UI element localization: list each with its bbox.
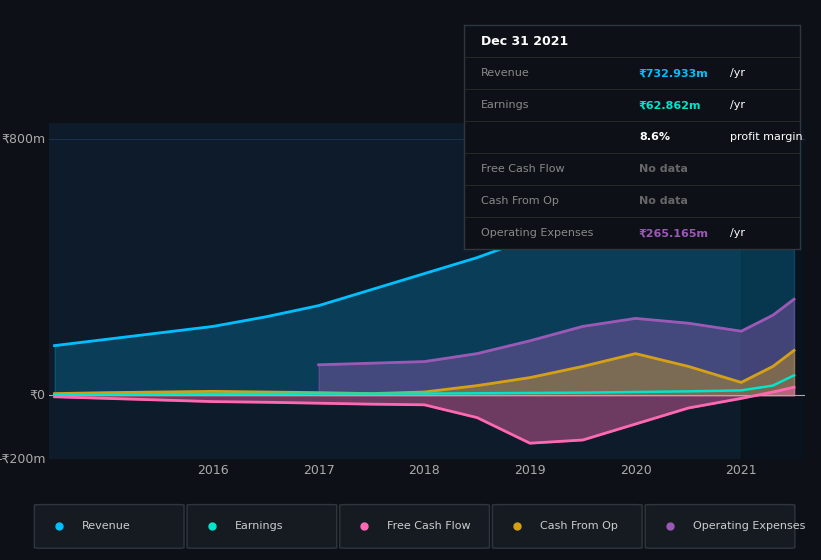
FancyBboxPatch shape bbox=[34, 505, 184, 548]
Text: Free Cash Flow: Free Cash Flow bbox=[481, 164, 564, 174]
Text: No data: No data bbox=[639, 164, 688, 174]
FancyBboxPatch shape bbox=[645, 505, 795, 548]
Text: No data: No data bbox=[639, 196, 688, 206]
FancyBboxPatch shape bbox=[493, 505, 642, 548]
Text: ₹62.862m: ₹62.862m bbox=[639, 100, 701, 110]
Text: /yr: /yr bbox=[730, 68, 745, 78]
Text: ₹0: ₹0 bbox=[30, 389, 45, 402]
Text: /yr: /yr bbox=[730, 100, 745, 110]
Text: 8.6%: 8.6% bbox=[639, 132, 670, 142]
Text: ₹732.933m: ₹732.933m bbox=[639, 68, 709, 78]
Text: Free Cash Flow: Free Cash Flow bbox=[388, 521, 470, 531]
Text: -₹200m: -₹200m bbox=[0, 452, 45, 466]
Text: ₹800m: ₹800m bbox=[2, 133, 45, 146]
Text: Earnings: Earnings bbox=[235, 521, 283, 531]
FancyBboxPatch shape bbox=[340, 505, 489, 548]
Text: ₹265.165m: ₹265.165m bbox=[639, 228, 709, 238]
Text: Revenue: Revenue bbox=[82, 521, 131, 531]
Text: Dec 31 2021: Dec 31 2021 bbox=[481, 35, 568, 48]
Text: Cash From Op: Cash From Op bbox=[481, 196, 558, 206]
Text: Revenue: Revenue bbox=[481, 68, 530, 78]
FancyBboxPatch shape bbox=[187, 505, 337, 548]
Bar bbox=[741, 123, 805, 459]
Text: Operating Expenses: Operating Expenses bbox=[481, 228, 593, 238]
Text: Cash From Op: Cash From Op bbox=[540, 521, 617, 531]
Text: profit margin: profit margin bbox=[730, 132, 802, 142]
Text: Operating Expenses: Operating Expenses bbox=[693, 521, 805, 531]
Text: Earnings: Earnings bbox=[481, 100, 530, 110]
Text: /yr: /yr bbox=[730, 228, 745, 238]
